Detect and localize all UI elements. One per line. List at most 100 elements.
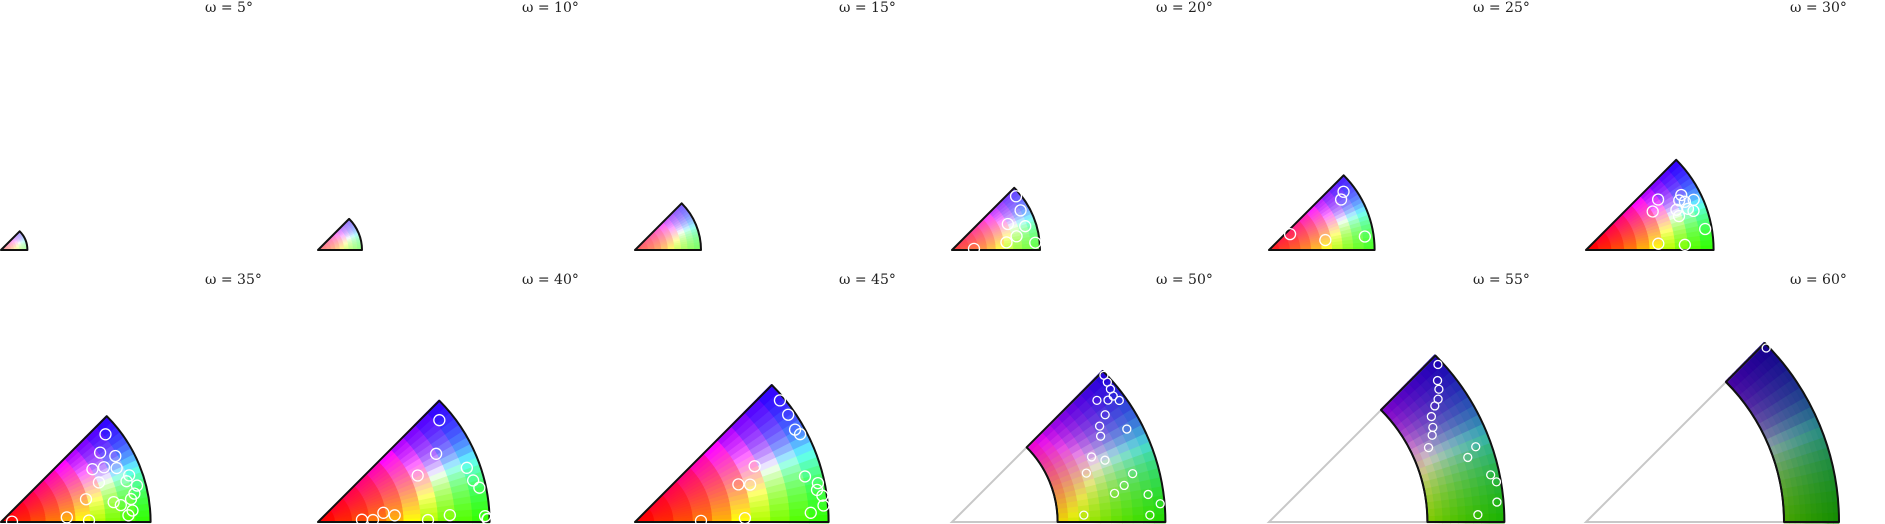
ipf-data-point — [1114, 395, 1124, 406]
ipf-data-point — [804, 506, 817, 519]
ipf-data-point — [1079, 510, 1089, 520]
ipf-sector-outline — [0, 230, 29, 251]
ipf-data-point — [1014, 204, 1027, 217]
ipf-data-point — [1646, 205, 1659, 218]
ipf-panel-50 — [949, 369, 1167, 524]
ipf-data-point — [1283, 227, 1297, 241]
ipf-data-point — [694, 514, 708, 524]
ipf-data-point — [798, 470, 812, 483]
ipf-color-fill — [1585, 158, 1714, 251]
ipf-data-point — [1651, 193, 1665, 206]
ipf-data-point — [1681, 202, 1695, 215]
ipf-panel-40 — [317, 399, 495, 524]
ipf-data-point — [86, 463, 99, 476]
ipf-color-fill — [1379, 354, 1505, 524]
ipf-data-point — [1473, 510, 1483, 520]
ipf-data-point — [1155, 499, 1165, 509]
ipf-panel-45 — [634, 383, 830, 524]
ipf-sector-outline — [634, 202, 702, 251]
ipf-sector-outline — [1380, 354, 1506, 523]
ipf-data-point — [1652, 237, 1665, 250]
ipf-data-point — [1471, 442, 1481, 452]
ipf-data-point — [1086, 452, 1097, 462]
panel-title: ω = 55° — [1473, 272, 1530, 288]
ipf-empty-boundary — [1583, 342, 1839, 523]
ipf-data-point — [1433, 359, 1443, 370]
ipf-data-point — [122, 509, 135, 522]
ipf-data-point — [1426, 411, 1437, 422]
ipf-data-point — [130, 479, 144, 492]
ipf-data-point — [1434, 384, 1444, 394]
ipf-color-fill — [634, 383, 829, 524]
ipf-data-point — [1092, 395, 1102, 406]
ipf-data-point — [411, 469, 424, 482]
ipf-color-fill — [634, 202, 702, 251]
ipf-data-point — [1119, 480, 1129, 491]
ipf-data-point — [1001, 217, 1014, 231]
ipf-data-point — [110, 461, 123, 475]
panel-title: ω = 50° — [1156, 272, 1213, 288]
ipf-data-point — [1334, 193, 1348, 206]
ipf-data-point — [123, 469, 136, 482]
ipf-sector-outline — [317, 217, 363, 251]
ipf-data-point — [1009, 190, 1023, 203]
ipf-data-point — [743, 478, 757, 491]
ipf-data-point — [793, 428, 807, 441]
ipf-data-point — [1463, 452, 1473, 463]
ipf-color-fill — [1268, 174, 1375, 251]
ipf-data-point — [1109, 488, 1120, 498]
ipf-data-point — [748, 460, 761, 473]
ipf-data-point — [1678, 238, 1692, 251]
ipf-data-point — [366, 513, 380, 524]
panel-title: ω = 35° — [205, 272, 262, 288]
ipf-data-point — [429, 447, 443, 460]
ipf-data-point — [816, 489, 829, 502]
ipf-data-point — [1672, 209, 1686, 223]
ipf-data-point — [377, 506, 390, 519]
ipf-data-point — [120, 475, 133, 488]
ipf-data-point — [1491, 477, 1502, 487]
ipf-data-point — [1095, 431, 1106, 441]
ipf-data-point — [93, 446, 107, 459]
ipf-data-point — [1029, 236, 1042, 249]
ipf-data-point — [1761, 343, 1771, 353]
ipf-data-point — [1019, 220, 1032, 233]
ipf-data-point — [1094, 421, 1105, 431]
ipf-data-point — [79, 493, 93, 506]
ipf-sector-outline — [1725, 342, 1840, 523]
ipf-data-point — [1319, 233, 1332, 247]
panel-title: ω = 25° — [1473, 0, 1530, 16]
ipf-data-point — [817, 499, 830, 512]
ipf-panel-25 — [1268, 174, 1376, 251]
ipf-data-point — [1699, 222, 1712, 236]
ipf-data-point — [1100, 410, 1110, 420]
ipf-data-point — [1337, 185, 1350, 198]
ipf-data-point — [1678, 195, 1692, 208]
ipf-data-point — [5, 515, 19, 524]
ipf-panel-30 — [1585, 158, 1715, 251]
ipf-panel-55 — [1266, 354, 1506, 524]
ipf-data-point — [811, 476, 825, 490]
ipf-panel-20 — [951, 186, 1042, 255]
ipf-data-point — [92, 476, 106, 489]
ipf-data-point — [481, 512, 494, 524]
panel-title: ω = 45° — [839, 272, 896, 288]
ipf-data-point — [473, 481, 486, 494]
ipf-data-point — [1100, 455, 1110, 465]
ipf-sector-outline — [951, 186, 1041, 251]
ipf-data-point — [388, 509, 401, 522]
ipf-data-point — [443, 508, 456, 522]
panel-title: ω = 15° — [839, 0, 896, 16]
ipf-panel-15 — [634, 202, 702, 251]
ipf-data-point — [478, 510, 492, 523]
ipf-data-point — [1485, 470, 1496, 480]
ipf-data-point — [1010, 230, 1023, 243]
ipf-panel-35 — [0, 415, 152, 524]
ipf-data-point — [1675, 188, 1688, 202]
ipf-data-point — [466, 474, 480, 487]
ipf-sector-outline — [0, 415, 152, 523]
ipf-data-point — [421, 513, 435, 524]
ipf-data-point — [773, 394, 787, 407]
ipf-data-point — [1492, 497, 1502, 507]
